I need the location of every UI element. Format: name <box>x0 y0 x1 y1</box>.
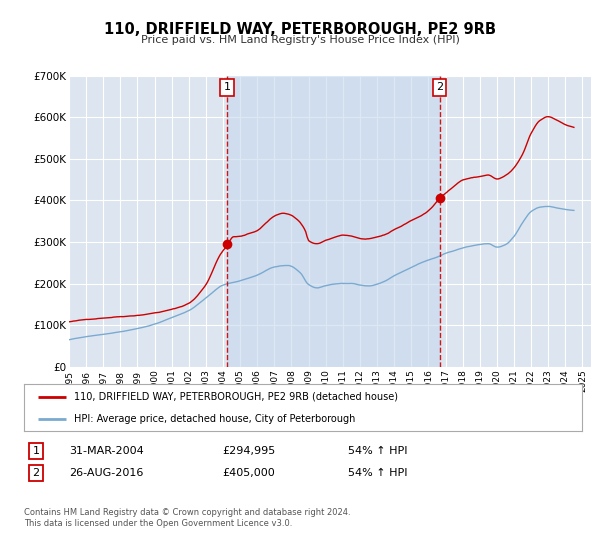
Text: 54% ↑ HPI: 54% ↑ HPI <box>348 468 407 478</box>
Text: £294,995: £294,995 <box>222 446 275 456</box>
Text: Price paid vs. HM Land Registry's House Price Index (HPI): Price paid vs. HM Land Registry's House … <box>140 35 460 45</box>
Text: 1: 1 <box>224 82 231 92</box>
Text: 1: 1 <box>32 446 40 456</box>
Text: 2: 2 <box>436 82 443 92</box>
Text: 26-AUG-2016: 26-AUG-2016 <box>69 468 143 478</box>
Text: 54% ↑ HPI: 54% ↑ HPI <box>348 446 407 456</box>
Bar <box>227 76 440 367</box>
Text: 31-MAR-2004: 31-MAR-2004 <box>69 446 144 456</box>
Text: 110, DRIFFIELD WAY, PETERBOROUGH, PE2 9RB (detached house): 110, DRIFFIELD WAY, PETERBOROUGH, PE2 9R… <box>74 392 398 402</box>
Text: 110, DRIFFIELD WAY, PETERBOROUGH, PE2 9RB: 110, DRIFFIELD WAY, PETERBOROUGH, PE2 9R… <box>104 22 496 38</box>
Text: Contains HM Land Registry data © Crown copyright and database right 2024.
This d: Contains HM Land Registry data © Crown c… <box>24 507 350 529</box>
Text: £405,000: £405,000 <box>222 468 275 478</box>
Text: 2: 2 <box>32 468 40 478</box>
Text: HPI: Average price, detached house, City of Peterborough: HPI: Average price, detached house, City… <box>74 414 356 424</box>
